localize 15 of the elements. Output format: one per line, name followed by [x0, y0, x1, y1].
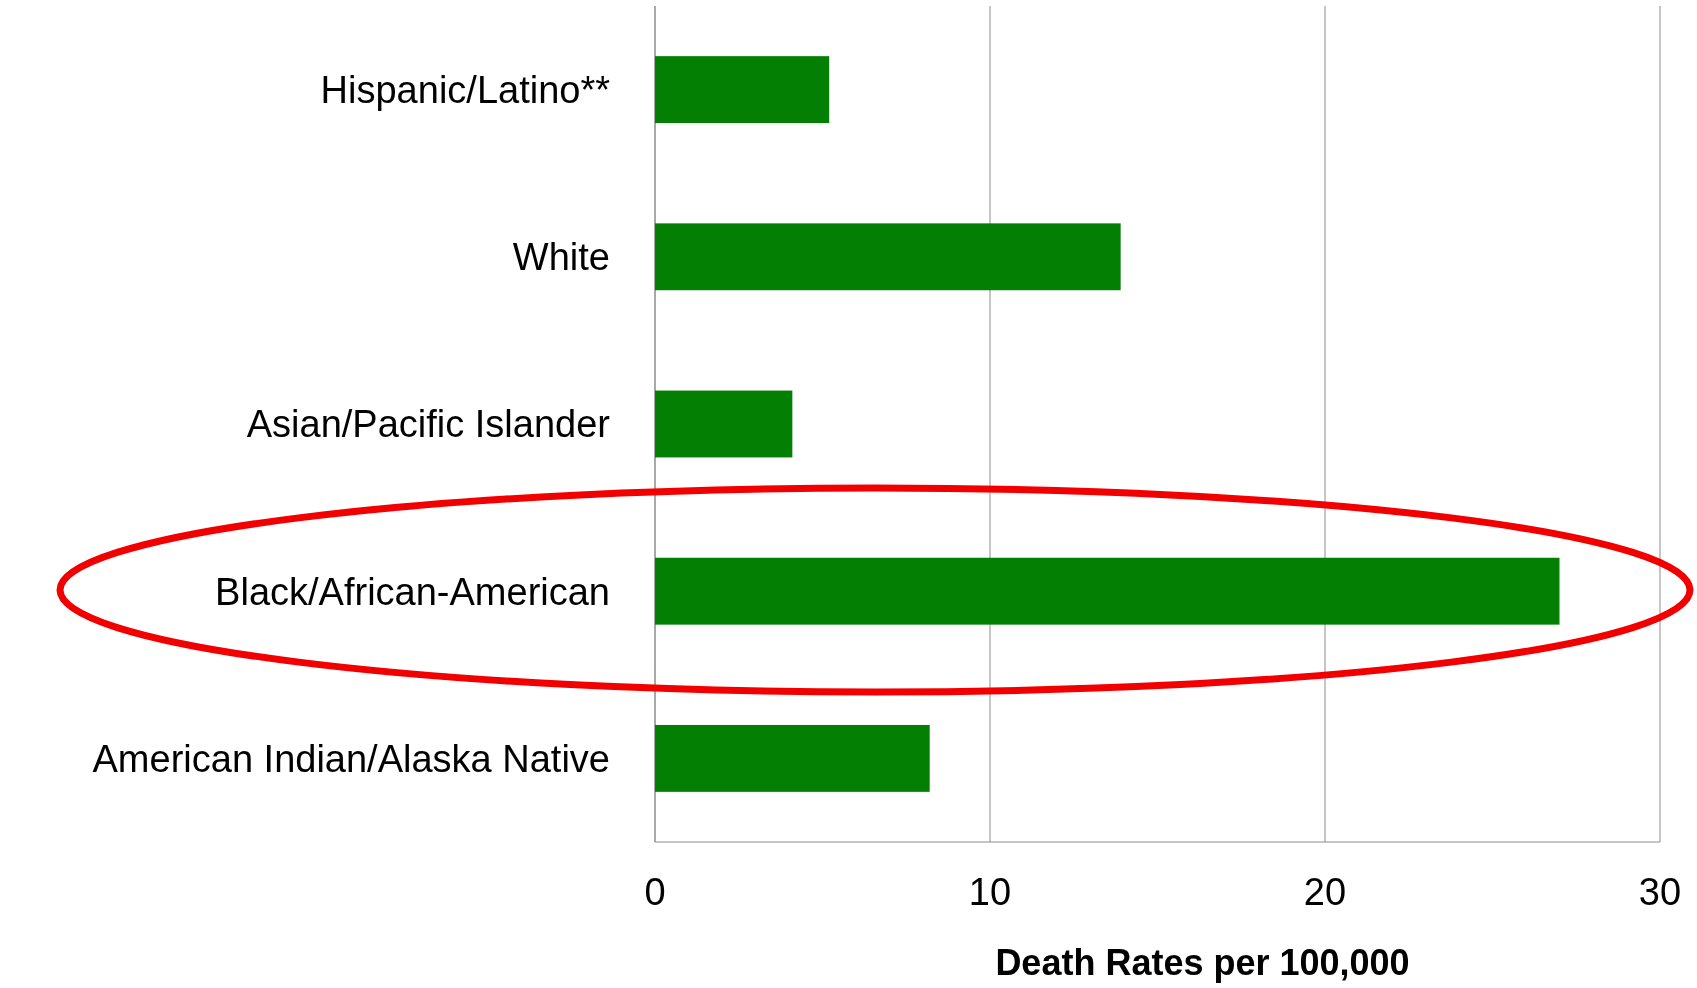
- bar: [655, 223, 1121, 291]
- x-tick-label: 20: [1303, 871, 1347, 913]
- y-tick-label: Asian/Pacific Islander: [246, 403, 611, 446]
- y-tick-label: Hispanic/Latino**: [320, 68, 611, 111]
- bar: [655, 390, 793, 458]
- bar: [655, 724, 930, 792]
- x-tick-label: 30: [1638, 871, 1682, 913]
- x-axis-title: Death Rates per 100,000: [995, 942, 1410, 983]
- x-tick-label: 10: [968, 871, 1012, 913]
- bar: [655, 557, 1560, 625]
- y-tick-label: American Indian/Alaska Native: [92, 737, 610, 780]
- bar: [655, 56, 830, 124]
- y-tick-label: Black/African-American: [215, 570, 610, 613]
- x-tick-label: 0: [644, 871, 666, 913]
- y-tick-label: White: [512, 236, 610, 279]
